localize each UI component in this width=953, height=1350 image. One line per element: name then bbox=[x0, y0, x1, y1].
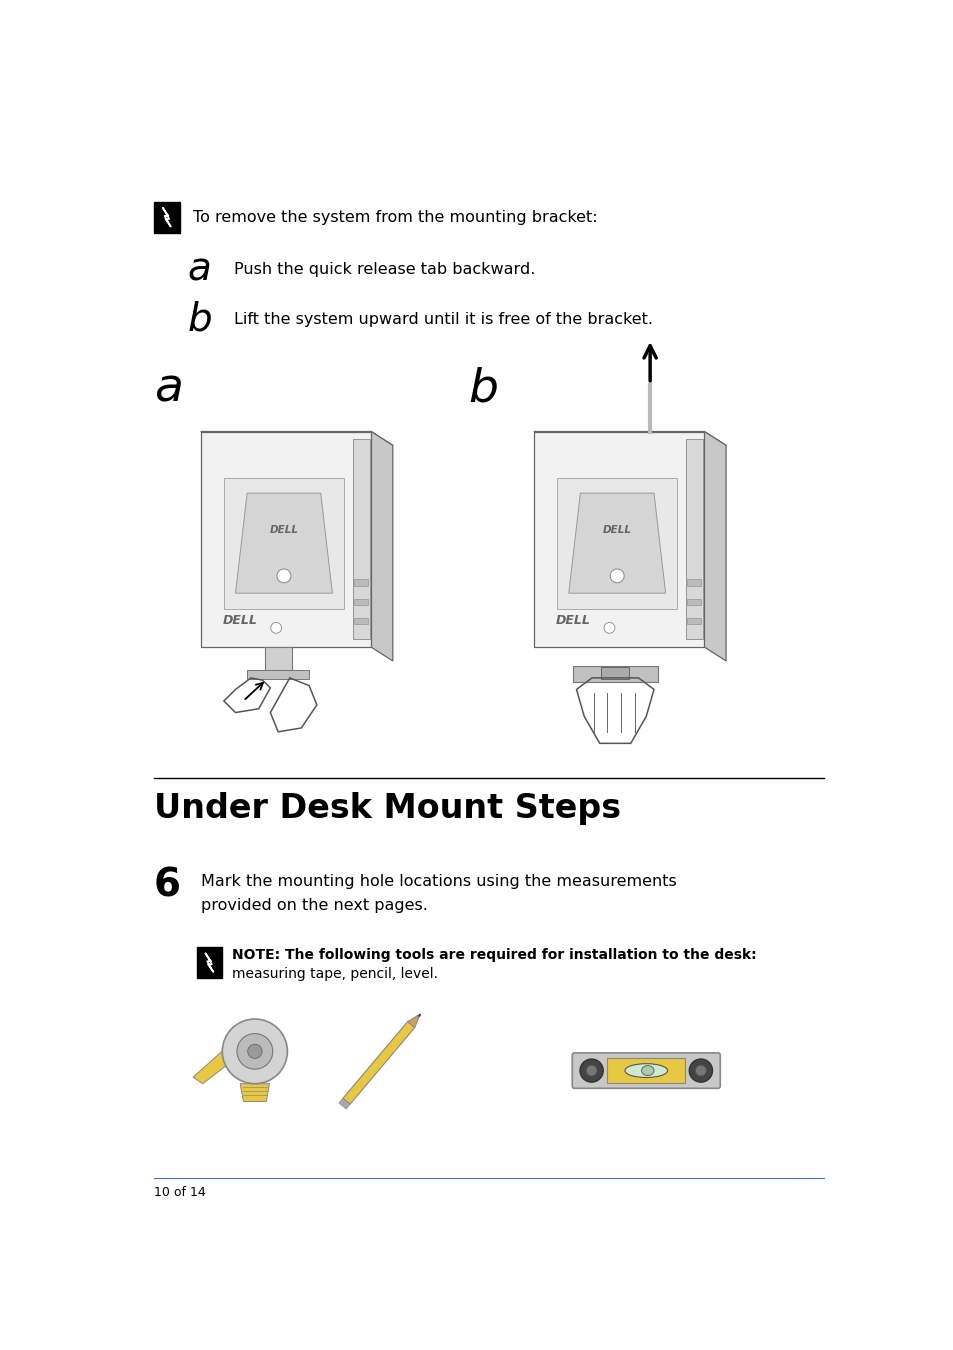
Text: measuring tape, pencil, level.: measuring tape, pencil, level. bbox=[232, 968, 437, 981]
Text: DELL: DELL bbox=[269, 525, 298, 535]
FancyBboxPatch shape bbox=[557, 478, 677, 609]
Circle shape bbox=[236, 1034, 273, 1069]
FancyBboxPatch shape bbox=[354, 618, 368, 624]
Polygon shape bbox=[568, 493, 665, 593]
Circle shape bbox=[579, 1058, 602, 1083]
Circle shape bbox=[610, 568, 623, 583]
Text: a: a bbox=[154, 367, 183, 412]
Circle shape bbox=[222, 1019, 287, 1084]
Text: provided on the next pages.: provided on the next pages. bbox=[200, 898, 427, 913]
FancyBboxPatch shape bbox=[196, 948, 222, 979]
Circle shape bbox=[276, 568, 291, 583]
FancyBboxPatch shape bbox=[686, 618, 700, 624]
FancyBboxPatch shape bbox=[247, 670, 309, 679]
FancyBboxPatch shape bbox=[686, 598, 700, 605]
Text: DELL: DELL bbox=[222, 614, 257, 626]
Polygon shape bbox=[417, 1014, 420, 1017]
FancyBboxPatch shape bbox=[224, 478, 344, 609]
Text: To remove the system from the mounting bracket:: To remove the system from the mounting b… bbox=[193, 211, 597, 225]
Text: 6: 6 bbox=[154, 867, 181, 905]
Text: DELL: DELL bbox=[602, 525, 631, 535]
Polygon shape bbox=[371, 432, 393, 662]
Polygon shape bbox=[200, 432, 393, 446]
Text: DELL: DELL bbox=[555, 614, 590, 626]
Polygon shape bbox=[193, 1048, 232, 1084]
Polygon shape bbox=[703, 432, 725, 662]
Polygon shape bbox=[342, 1022, 415, 1104]
FancyBboxPatch shape bbox=[264, 647, 292, 670]
FancyBboxPatch shape bbox=[686, 579, 700, 586]
Text: Under Desk Mount Steps: Under Desk Mount Steps bbox=[154, 792, 620, 825]
FancyBboxPatch shape bbox=[200, 432, 371, 647]
Text: b: b bbox=[468, 367, 497, 412]
Polygon shape bbox=[240, 1084, 270, 1102]
Polygon shape bbox=[338, 1099, 350, 1108]
FancyBboxPatch shape bbox=[354, 579, 368, 586]
Text: NOTE: The following tools are required for installation to the desk:: NOTE: The following tools are required f… bbox=[232, 948, 756, 963]
FancyBboxPatch shape bbox=[354, 598, 368, 605]
FancyBboxPatch shape bbox=[353, 439, 369, 640]
Polygon shape bbox=[235, 493, 332, 593]
FancyBboxPatch shape bbox=[572, 667, 658, 682]
Polygon shape bbox=[407, 1014, 419, 1027]
FancyBboxPatch shape bbox=[572, 1053, 720, 1088]
Text: 10 of 14: 10 of 14 bbox=[154, 1185, 206, 1199]
Text: Push the quick release tab backward.: Push the quick release tab backward. bbox=[233, 262, 535, 277]
Circle shape bbox=[585, 1065, 597, 1076]
FancyBboxPatch shape bbox=[607, 1058, 684, 1083]
Circle shape bbox=[271, 622, 281, 633]
Circle shape bbox=[688, 1058, 712, 1083]
FancyBboxPatch shape bbox=[154, 202, 179, 232]
Text: a: a bbox=[187, 251, 212, 289]
FancyBboxPatch shape bbox=[685, 439, 702, 640]
Text: Lift the system upward until it is free of the bracket.: Lift the system upward until it is free … bbox=[233, 312, 652, 327]
Circle shape bbox=[248, 1045, 262, 1058]
Circle shape bbox=[603, 622, 615, 633]
Ellipse shape bbox=[641, 1065, 654, 1076]
Circle shape bbox=[695, 1065, 705, 1076]
Polygon shape bbox=[534, 432, 725, 446]
Ellipse shape bbox=[624, 1064, 667, 1077]
FancyBboxPatch shape bbox=[600, 667, 629, 679]
FancyBboxPatch shape bbox=[534, 432, 703, 647]
Text: b: b bbox=[187, 301, 212, 339]
Text: Mark the mounting hole locations using the measurements: Mark the mounting hole locations using t… bbox=[200, 875, 676, 890]
